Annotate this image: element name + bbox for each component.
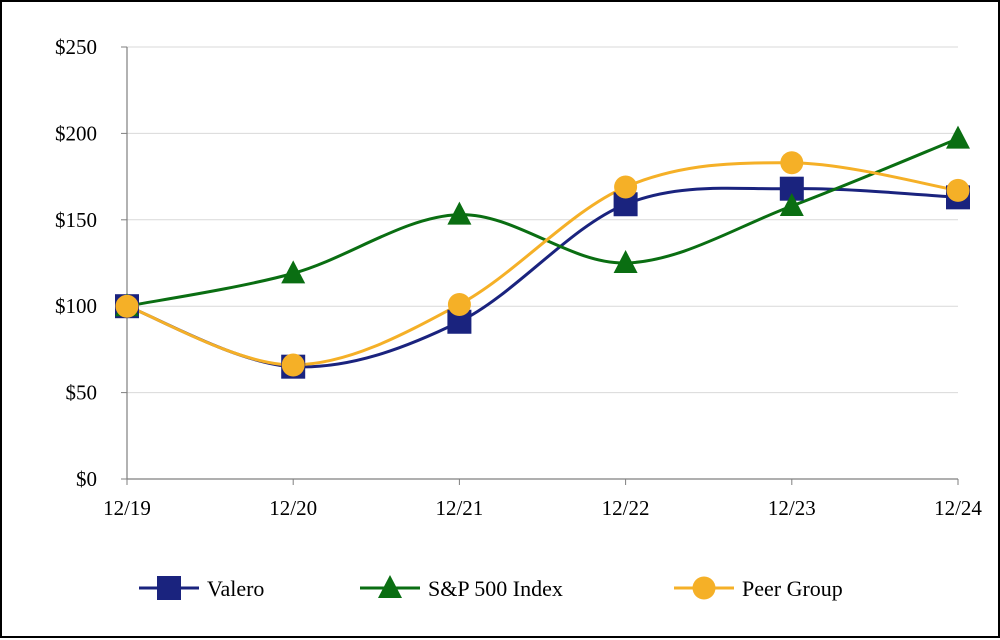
s-p-500-index-point	[281, 260, 306, 284]
legend: Valero S&P 500 Index Peer Group	[139, 575, 843, 601]
peer-group-point	[780, 151, 804, 175]
legend-marker-valero	[157, 576, 181, 600]
series-lines	[126, 137, 959, 369]
y-tick-label: $250	[55, 35, 97, 59]
y-tick-label: $50	[66, 381, 98, 405]
gridlines	[127, 46, 958, 394]
series-line-s-p-500-index	[126, 137, 959, 308]
s-p-500-index-point	[946, 125, 970, 149]
series-line-peer-group	[126, 161, 959, 367]
x-tick-label: 12/19	[103, 496, 151, 520]
s-p-500-index-point	[613, 250, 638, 273]
x-tick-label: 12/24	[934, 496, 982, 520]
x-tick-label: 12/20	[269, 496, 317, 520]
y-tick-label: $200	[55, 121, 97, 145]
peer-group-point	[115, 294, 139, 318]
s-p-500-index-point	[447, 201, 472, 225]
legend-marker-s-p-500-index	[378, 575, 402, 598]
peer-group-point	[447, 292, 471, 316]
legend-label-peer-group: Peer Group	[742, 576, 843, 601]
legend-marker-peer-group	[692, 576, 716, 600]
s-p-500-index-point	[779, 192, 804, 216]
y-axis-ticks: $0 $50 $100 $150 $200 $250	[55, 35, 127, 491]
x-tick-label: 12/22	[602, 496, 650, 520]
x-tick-label: 12/23	[768, 496, 816, 520]
y-tick-label: $100	[55, 294, 97, 318]
series-markers	[115, 125, 970, 379]
peer-group-point	[614, 175, 638, 199]
y-tick-label: $0	[76, 467, 97, 491]
peer-group-point	[281, 353, 305, 377]
x-axis-ticks: 12/19 12/20 12/21 12/22 12/23 12/24	[103, 479, 982, 520]
legend-label-valero: Valero	[207, 576, 264, 601]
axes	[126, 47, 958, 480]
peer-group-point	[946, 178, 970, 202]
series-line-valero	[126, 186, 959, 369]
y-tick-label: $150	[55, 208, 97, 232]
x-tick-label: 12/21	[435, 496, 483, 520]
legend-label-s-p-500-index: S&P 500 Index	[428, 576, 563, 601]
